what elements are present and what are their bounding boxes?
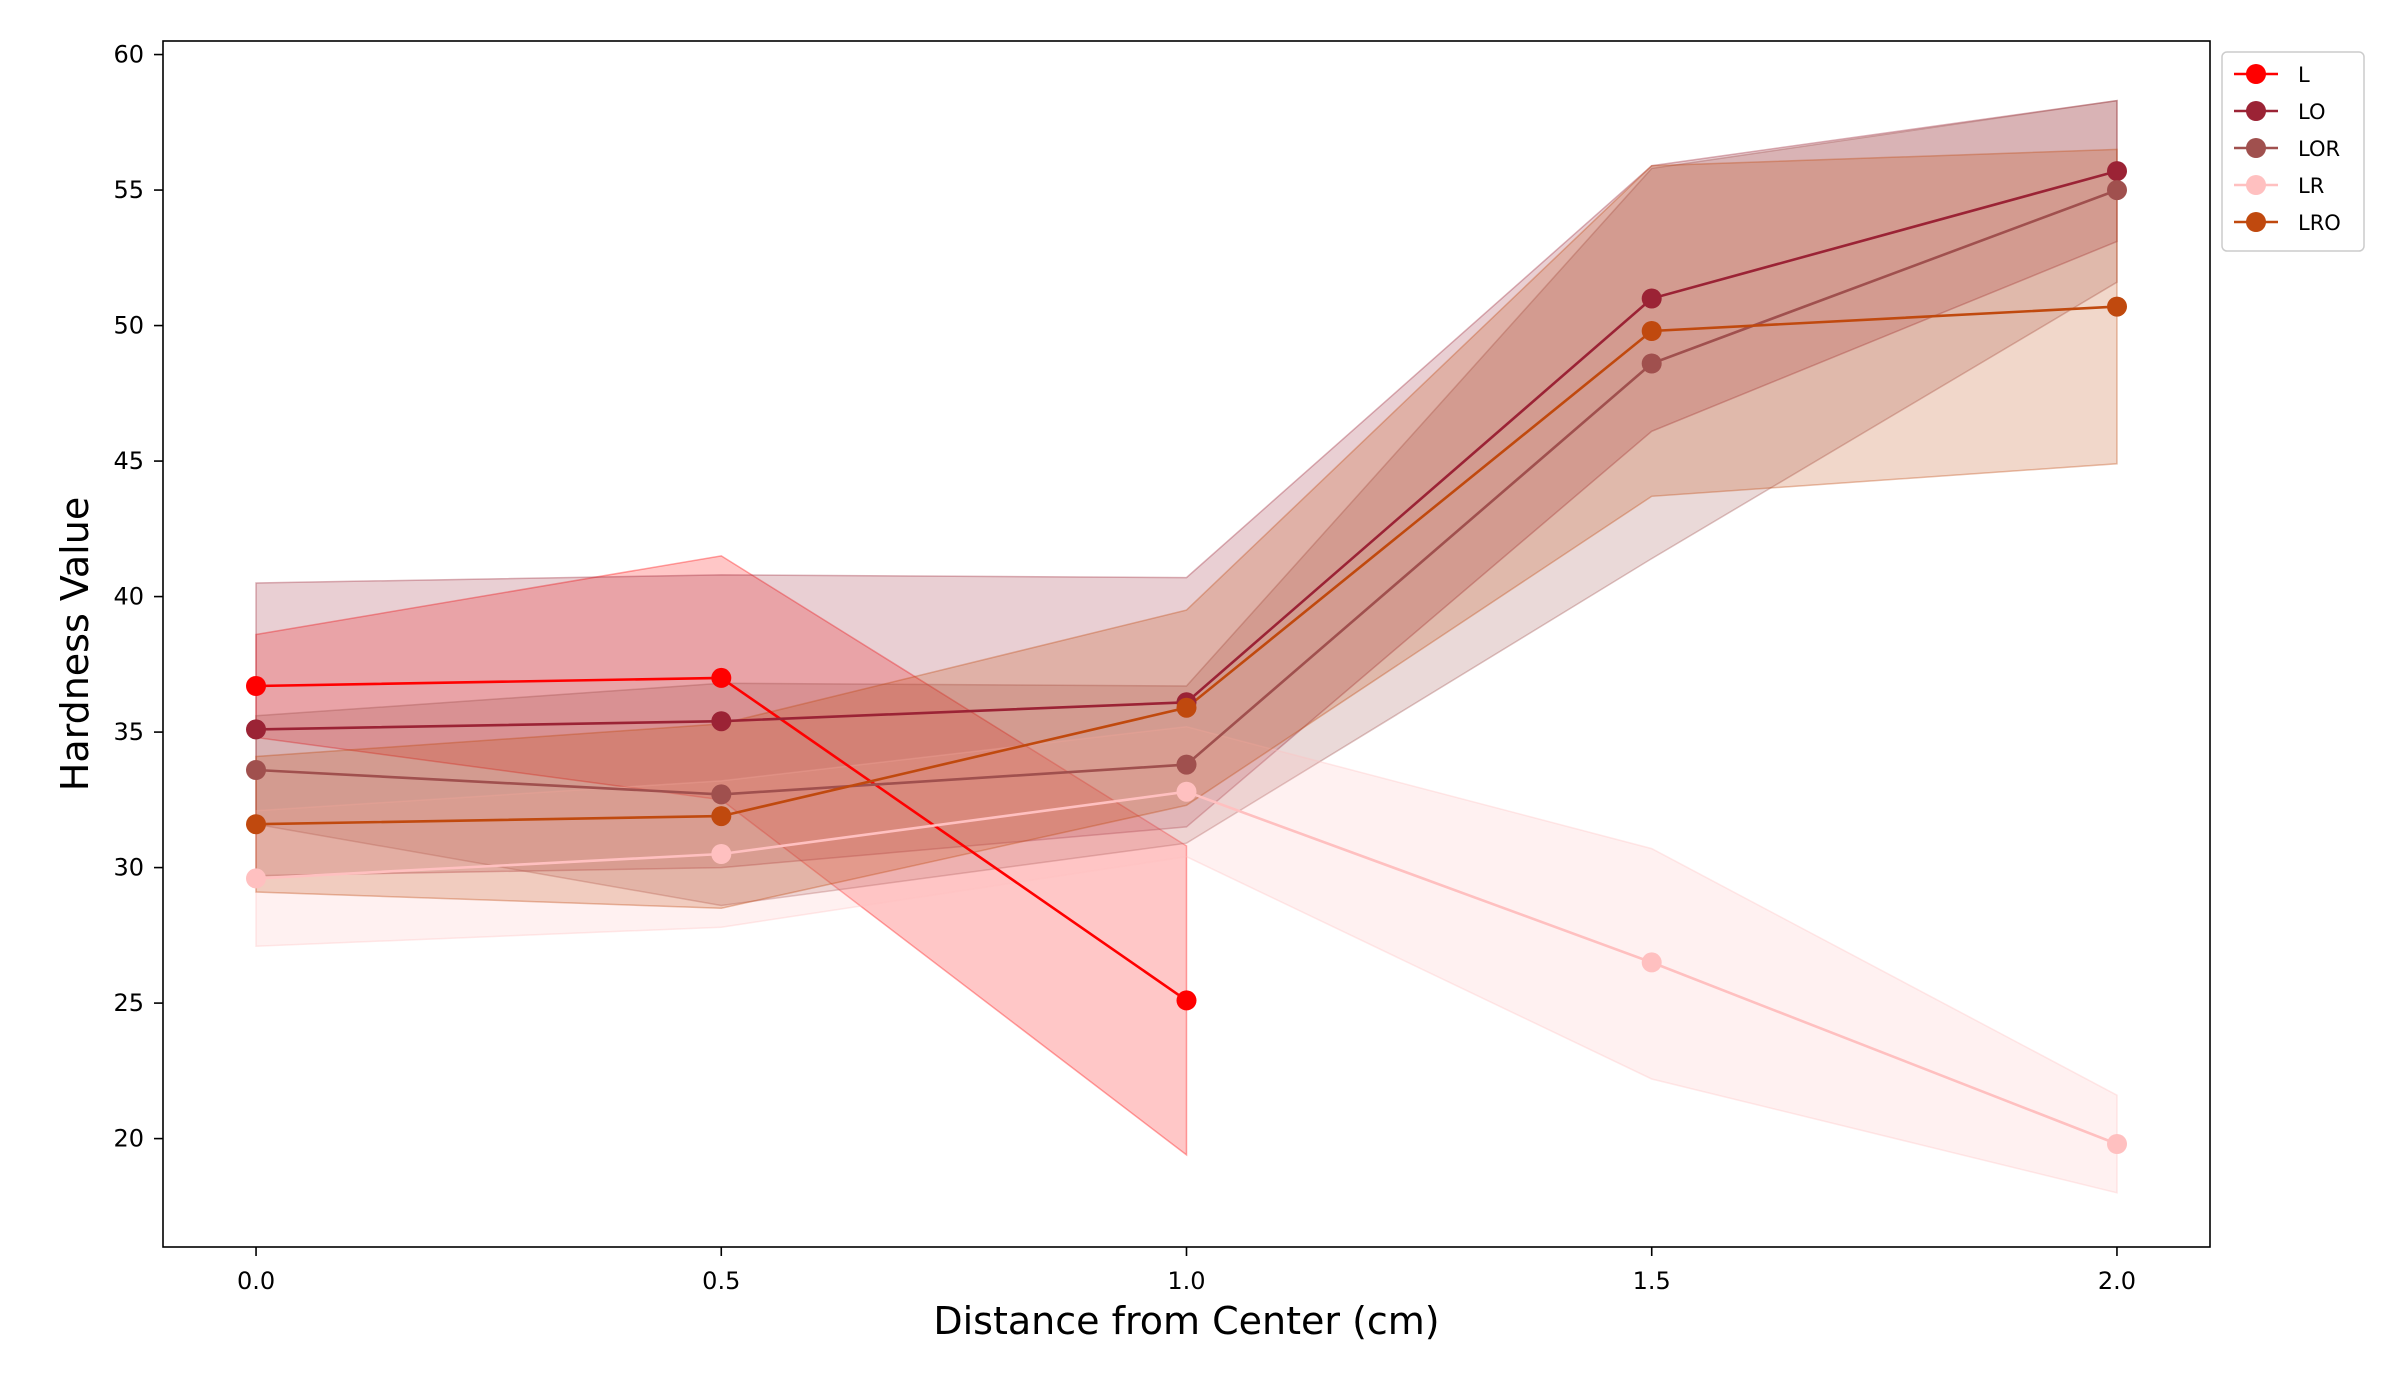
confidence-bands	[255, 99, 2118, 1194]
y-tick-label: 30	[113, 854, 144, 882]
point-lro-1	[711, 806, 732, 827]
point-lro-4	[2107, 296, 2127, 317]
y-tick-label: 35	[113, 718, 144, 746]
point-lo-4	[2107, 161, 2127, 182]
x-axis-title: Distance from Center (cm)	[933, 1299, 1439, 1343]
legend-marker-lo	[2246, 101, 2266, 121]
point-lor-3	[1641, 353, 1662, 374]
legend-label-l: L	[2298, 63, 2310, 87]
y-tick-label: 45	[113, 447, 144, 475]
point-lr-0	[246, 868, 266, 889]
point-l-2	[1176, 990, 1197, 1011]
legend-marker-lor	[2246, 138, 2266, 158]
x-tick-label: 1.0	[1167, 1267, 1205, 1295]
legend-label-lr: LR	[2298, 174, 2324, 198]
point-lo-1	[711, 711, 732, 732]
x-axis: 0.0 0.5 1.0 1.5 2.0	[237, 1247, 2136, 1295]
y-tick-label: 40	[113, 583, 144, 611]
y-axis: 20 25 30 35 40 45 50 55 60	[113, 41, 163, 1153]
y-tick-label: 20	[113, 1125, 144, 1153]
point-lor-0	[246, 760, 266, 780]
point-lr-3	[1641, 952, 1662, 973]
legend-marker-l	[2246, 64, 2266, 84]
series-points	[246, 161, 2127, 1154]
legend-label-lor: LOR	[2298, 137, 2340, 161]
x-tick-label: 1.5	[1633, 1267, 1671, 1295]
point-lr-4	[2107, 1134, 2127, 1154]
x-tick-label: 0.0	[237, 1267, 275, 1295]
point-lo-3	[1641, 288, 1662, 309]
legend-label-lo: LO	[2298, 100, 2325, 124]
y-axis-title: Hardness Value	[53, 497, 97, 791]
point-lr-2	[1176, 781, 1197, 802]
x-tick-label: 2.0	[2098, 1267, 2136, 1295]
y-tick-label: 60	[113, 41, 144, 69]
y-tick-label: 50	[113, 312, 144, 340]
point-lro-0	[246, 814, 266, 835]
point-lro-2	[1176, 697, 1197, 718]
x-tick-label: 0.5	[702, 1267, 740, 1295]
point-l-0	[246, 676, 266, 696]
legend: L LO LOR LR LRO	[2221, 51, 2365, 252]
y-tick-label: 25	[113, 989, 144, 1017]
y-tick-label: 55	[113, 176, 144, 204]
point-lor-4	[2107, 180, 2127, 201]
point-lor-2	[1176, 754, 1197, 775]
point-lr-1	[711, 844, 732, 864]
legend-label-lro: LRO	[2298, 211, 2341, 235]
point-lor-1	[711, 784, 732, 805]
point-l-1	[711, 667, 732, 688]
point-lro-3	[1641, 321, 1662, 341]
legend-marker-lr	[2246, 175, 2266, 195]
point-lo-0	[246, 719, 266, 740]
legend-marker-lro	[2246, 212, 2266, 232]
